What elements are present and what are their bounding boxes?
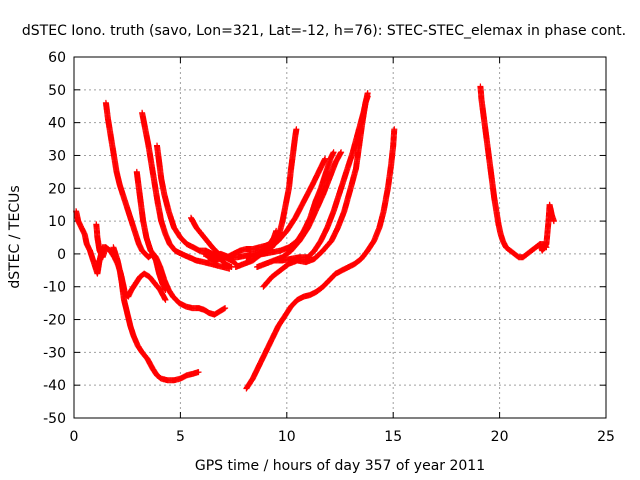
data-series-10 (200, 126, 300, 261)
data-series-4 (110, 244, 202, 384)
x-tick-label: 5 (176, 429, 185, 445)
y-tick-label: -10 (43, 280, 66, 296)
data-point-marker (364, 93, 371, 100)
data-series-15 (260, 93, 371, 290)
data-point-marker (293, 126, 300, 133)
x-axis-label: GPS time / hours of day 357 of year 2011 (195, 458, 485, 474)
chart-title: dSTEC Iono. truth (savo, Lon=321, Lat=-1… (22, 23, 626, 39)
x-tick-label: 0 (70, 429, 79, 445)
y-tick-label: -30 (43, 345, 66, 361)
data-point-marker (195, 369, 202, 376)
y-tick-label: -20 (43, 313, 66, 329)
data-series-16 (243, 126, 398, 392)
data-point-marker (391, 126, 398, 133)
x-tick-label: 25 (597, 429, 615, 445)
y-tick-label: 40 (48, 116, 66, 132)
data-point-marker (338, 149, 345, 156)
data-point-marker (231, 260, 238, 267)
data-marks (73, 83, 557, 392)
x-tick-label: 15 (384, 429, 402, 445)
data-point-marker (322, 155, 329, 162)
x-tick-label: 20 (491, 429, 509, 445)
x-tick-label: 10 (278, 429, 296, 445)
y-ticks: -50 -40 -30 -20 -10 0 10 20 30 40 50 60 (43, 50, 606, 427)
y-tick-label: 50 (48, 83, 66, 99)
y-tick-label: 30 (48, 148, 66, 164)
data-series-18 (537, 201, 557, 254)
x-ticks: 0 5 10 15 20 25 (70, 57, 615, 445)
data-series-7 (133, 168, 229, 318)
y-tick-label: 10 (48, 214, 66, 230)
y-tick-label: 60 (48, 50, 66, 66)
data-series-13 (232, 155, 329, 270)
plot-frame (73, 56, 607, 419)
y-tick-label: -50 (43, 411, 66, 427)
data-point-marker (222, 305, 229, 312)
y-tick-label: 0 (57, 247, 66, 263)
data-series-5 (139, 109, 233, 272)
data-point-marker (550, 218, 557, 225)
data-point-marker (162, 296, 169, 303)
data-point-marker (330, 149, 337, 156)
y-axis-label: dSTEC / TECUs (7, 185, 23, 288)
data-series-11 (243, 149, 337, 261)
y-tick-label: -40 (43, 378, 66, 394)
y-tick-label: 20 (48, 181, 66, 197)
